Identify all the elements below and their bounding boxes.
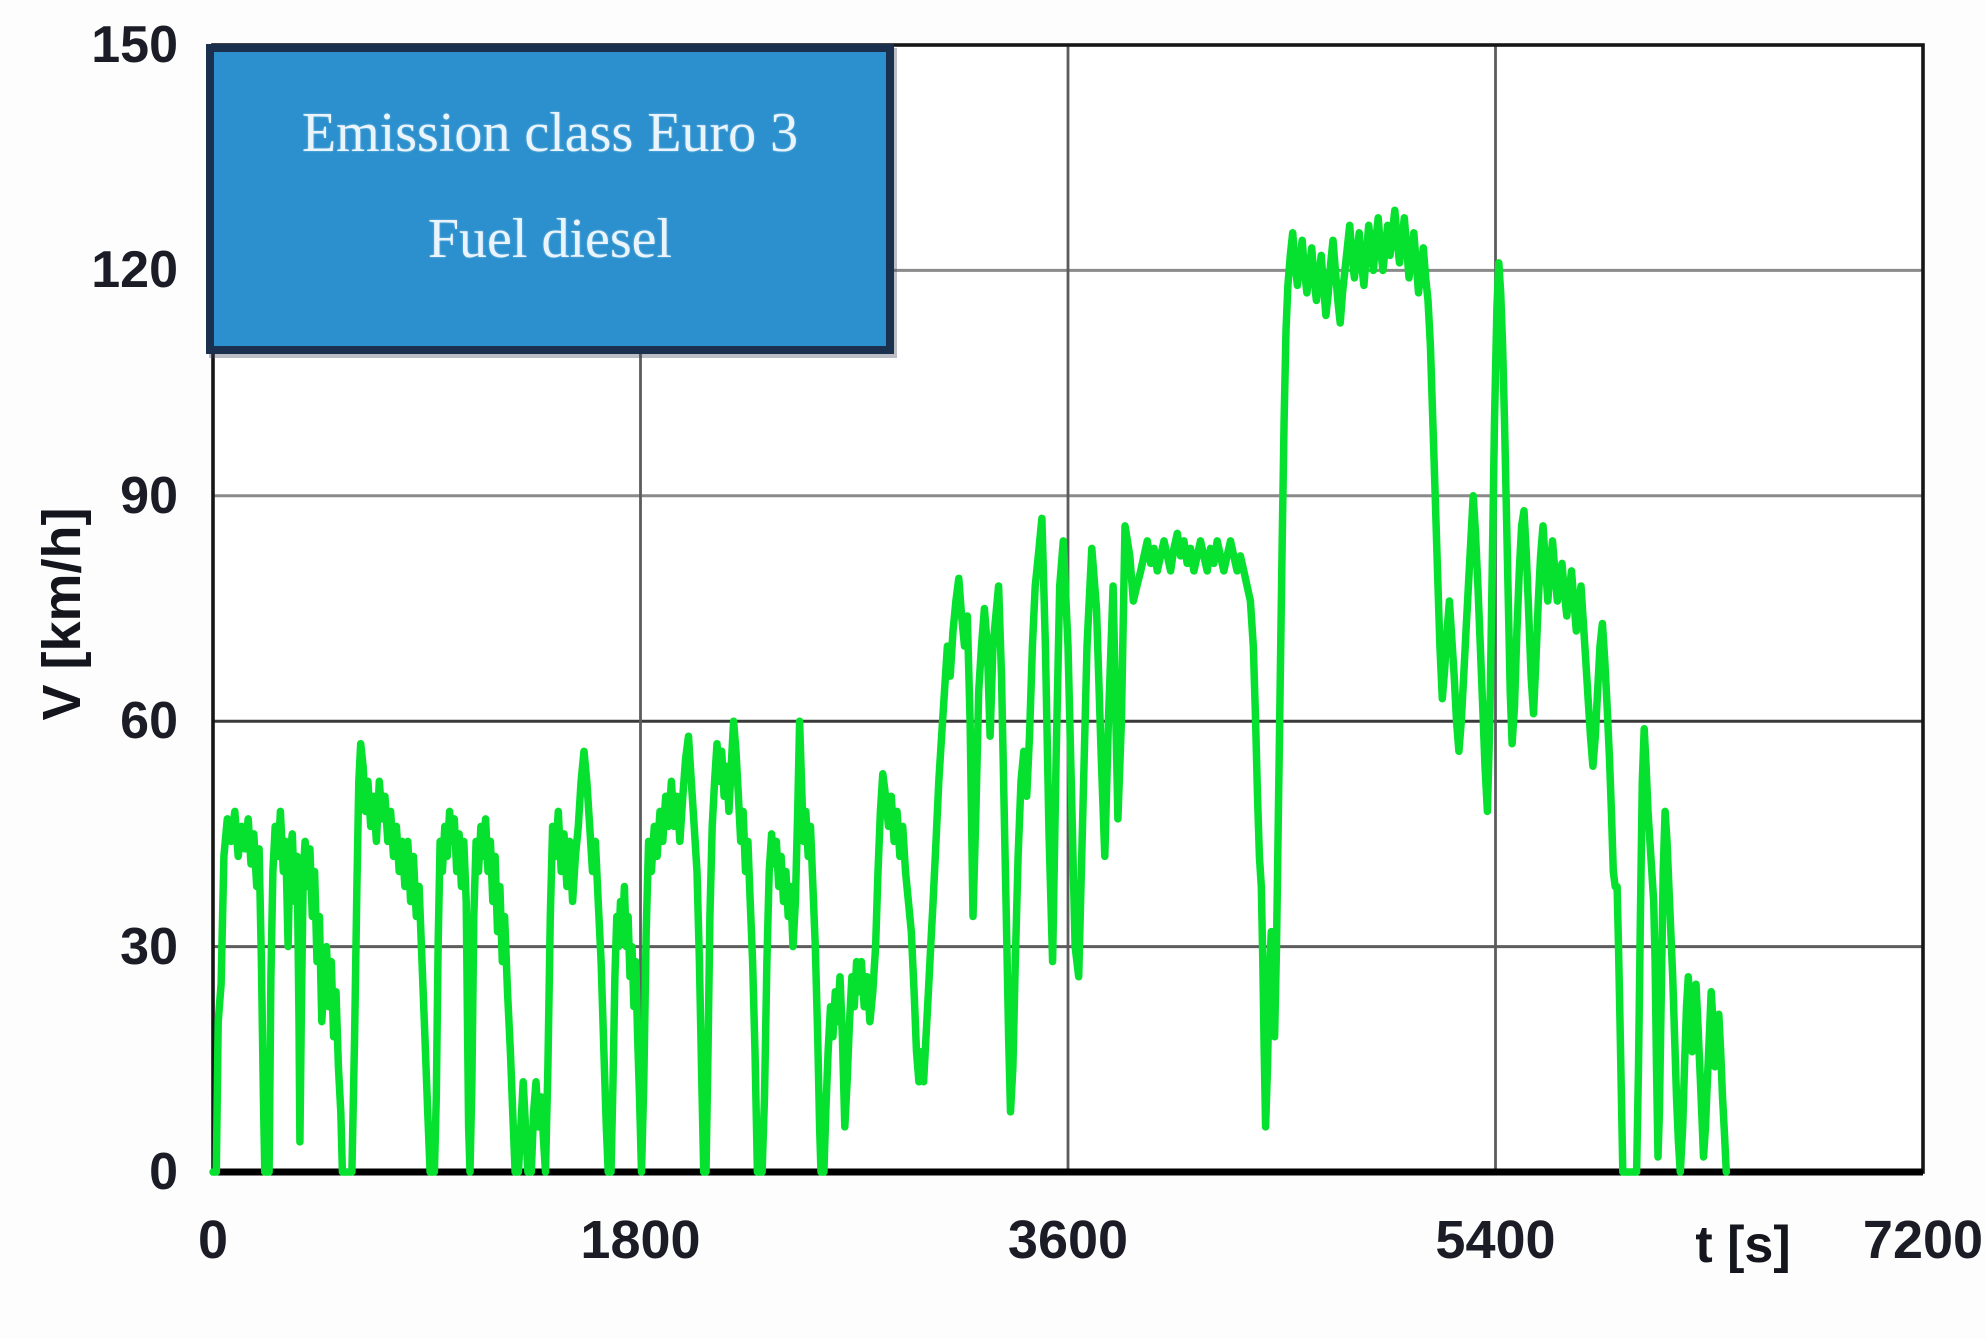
y-tick-label: 60 bbox=[120, 692, 178, 751]
legend-annotation-box: Emission class Euro 3 Fuel diesel bbox=[206, 44, 894, 354]
y-tick-label: 150 bbox=[91, 16, 178, 74]
x-tick-label: 5400 bbox=[1435, 1210, 1556, 1270]
y-tick-label: 0 bbox=[149, 1143, 178, 1201]
x-tick-label: 1800 bbox=[580, 1210, 701, 1270]
x-tick-label: 7200 bbox=[1862, 1210, 1984, 1270]
x-tick-label: 3600 bbox=[1007, 1210, 1129, 1270]
legend-emission-class: Emission class Euro 3 bbox=[301, 102, 799, 164]
speed-trace bbox=[209, 206, 1731, 1176]
y-tick-label: 90 bbox=[120, 466, 178, 525]
y-tick-label: 30 bbox=[120, 917, 178, 976]
x-tick-label: 0 bbox=[197, 1210, 229, 1270]
x-axis-title: t [s] bbox=[1695, 1216, 1791, 1274]
y-tick-label: 120 bbox=[91, 241, 178, 300]
y-axis-title: V [km/h] bbox=[32, 507, 92, 721]
legend-fuel-type: Fuel diesel bbox=[427, 208, 673, 270]
